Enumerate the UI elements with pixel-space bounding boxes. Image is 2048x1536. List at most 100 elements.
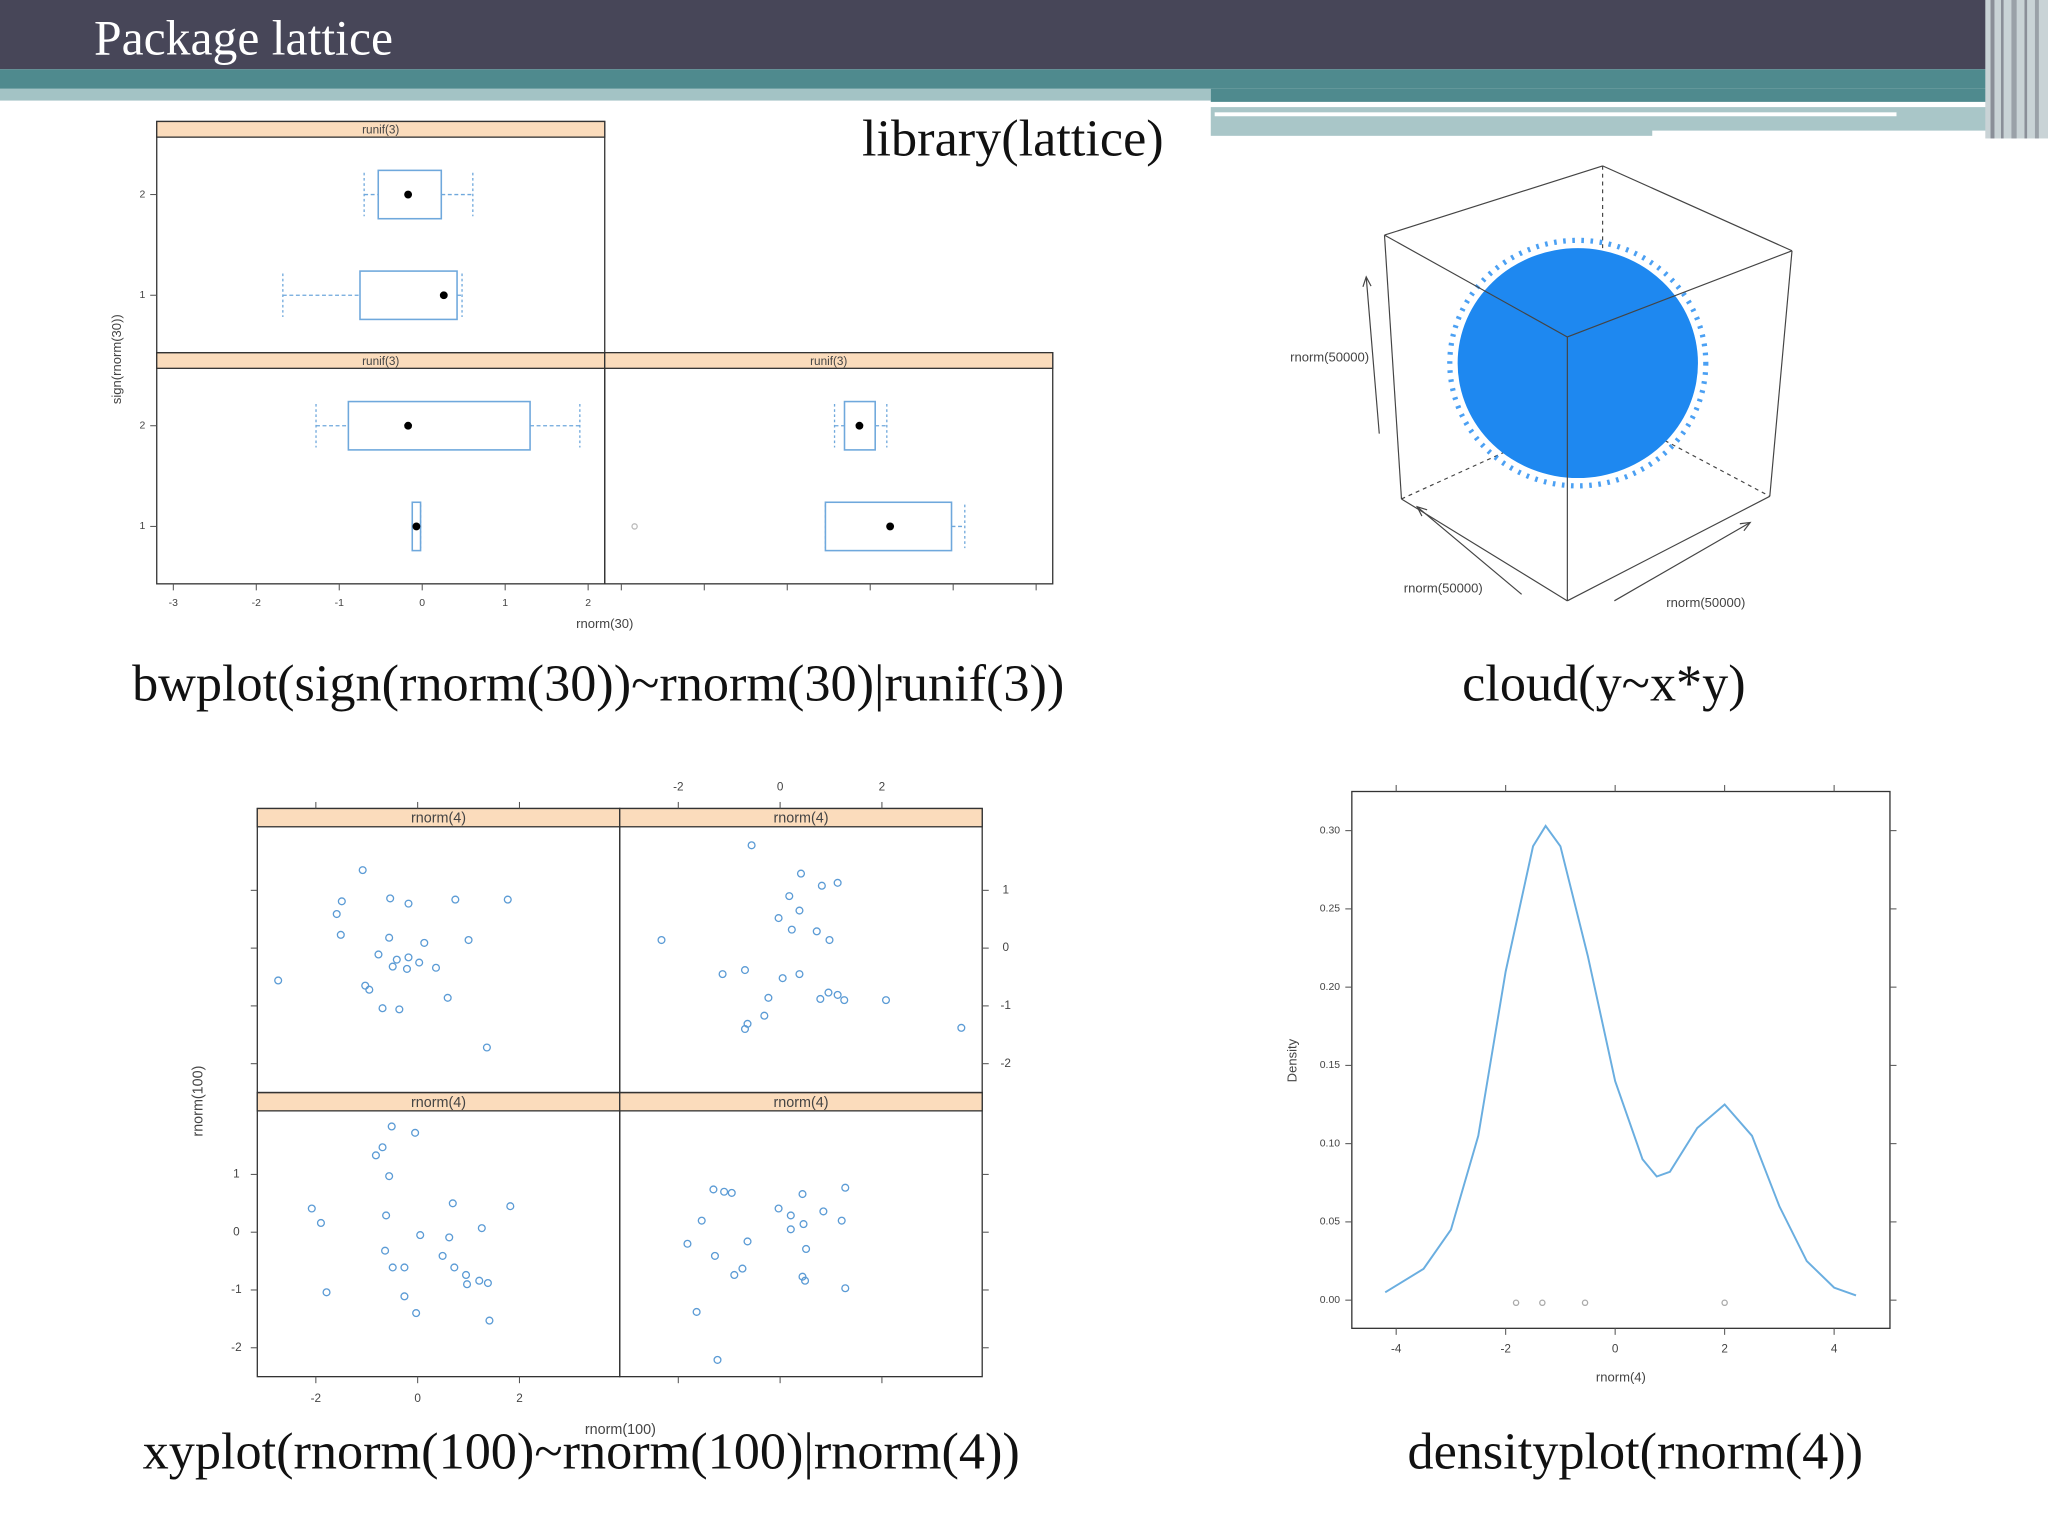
arrow-head [1362, 275, 1372, 288]
y-tick-label: 0.25 [1320, 904, 1341, 915]
point [358, 866, 367, 875]
outlier [631, 523, 638, 530]
point [727, 1188, 736, 1197]
arrow-head [1739, 521, 1752, 532]
point [431, 963, 441, 972]
point [477, 1224, 486, 1233]
rug-point [1581, 1299, 1589, 1307]
y-axis-label: rnorm(100) [190, 1066, 206, 1137]
point [837, 1216, 846, 1225]
point [833, 990, 842, 999]
slide-title: Package lattice [94, 10, 393, 65]
code-text: library(lattice) [862, 110, 1164, 168]
y-tick-label: 2 [139, 420, 145, 431]
point [710, 1251, 719, 1260]
x-tick-label: 0 [419, 598, 425, 609]
cube-edge [1384, 165, 1603, 236]
point [816, 994, 825, 1004]
x-tick-label: -2 [1500, 1342, 1510, 1355]
y-tick-label: -2 [1000, 1057, 1010, 1070]
point [416, 1231, 425, 1240]
x-tick-label: 0 [777, 781, 784, 794]
point-cloud-edge [1447, 237, 1709, 489]
point [787, 925, 796, 934]
y-tick-label: -1 [231, 1283, 241, 1296]
median [412, 522, 421, 531]
point [841, 1284, 850, 1293]
point [385, 933, 394, 942]
density-line [1384, 824, 1857, 1297]
panel [256, 807, 621, 1094]
point [738, 1264, 747, 1273]
strip [604, 351, 1054, 369]
x-tick-label: 0 [414, 1392, 421, 1405]
cube-edge [1384, 234, 1568, 338]
point [378, 1004, 387, 1013]
y-tick-label: 1 [139, 290, 145, 301]
x-tick-label: -4 [1391, 1342, 1402, 1355]
box [347, 400, 531, 451]
strip-label: runif(3) [810, 355, 847, 368]
point [412, 1309, 421, 1318]
point-cloud [1457, 248, 1698, 479]
y-tick-label: 0.20 [1320, 982, 1341, 993]
y-tick-label: 0.30 [1320, 825, 1341, 836]
header-line [1214, 112, 1897, 117]
point [697, 1216, 706, 1225]
point [881, 996, 891, 1005]
point [833, 878, 842, 887]
y-tick-label: 0.05 [1320, 1217, 1341, 1228]
x-tick-label: 0 [1612, 1342, 1619, 1355]
point [718, 970, 727, 979]
median [855, 421, 864, 430]
point [387, 1122, 396, 1131]
point [475, 1276, 484, 1285]
point [374, 950, 383, 959]
point [786, 1225, 795, 1234]
header-stripe [0, 69, 1999, 89]
y-tick-label: 0.10 [1320, 1138, 1341, 1149]
panel [619, 1091, 983, 1378]
cube-edge [1769, 250, 1793, 497]
x-tick-label: 2 [516, 1392, 523, 1405]
point [378, 1143, 387, 1152]
point [443, 993, 452, 1002]
strip-label: rnorm(4) [411, 1095, 466, 1111]
y-tick-label: 0.15 [1320, 1060, 1341, 1071]
point [786, 1211, 795, 1220]
point [337, 897, 346, 906]
point [657, 935, 666, 945]
y-axis-label: Density [1285, 1038, 1300, 1082]
point [812, 927, 821, 936]
point [683, 1239, 692, 1248]
y-tick-label: -1 [1000, 999, 1010, 1012]
z-axis-label: rnorm(50000) [1290, 349, 1369, 364]
arrow-head [1415, 505, 1428, 517]
point [802, 1244, 811, 1254]
point [774, 1204, 783, 1213]
point [365, 985, 374, 994]
panel [256, 1091, 621, 1378]
point [730, 1270, 739, 1280]
point [796, 869, 806, 878]
point [503, 895, 512, 904]
y-tick-label: 1 [233, 1168, 240, 1181]
cube-edge [1602, 165, 1793, 252]
point [404, 953, 413, 962]
axis-arrow [1365, 276, 1380, 434]
point [743, 1237, 752, 1246]
point [747, 841, 756, 850]
point [798, 1272, 807, 1281]
panel [619, 807, 983, 1094]
point [388, 1263, 397, 1272]
point [402, 964, 412, 973]
point [760, 1011, 769, 1020]
x-axis-label: rnorm(50000) [1404, 581, 1483, 596]
x-axis-label: rnorm(4) [1596, 1369, 1646, 1384]
point [450, 1263, 459, 1272]
header-bar [0, 0, 2048, 70]
point [316, 1218, 325, 1228]
strip-label: rnorm(4) [411, 811, 466, 827]
